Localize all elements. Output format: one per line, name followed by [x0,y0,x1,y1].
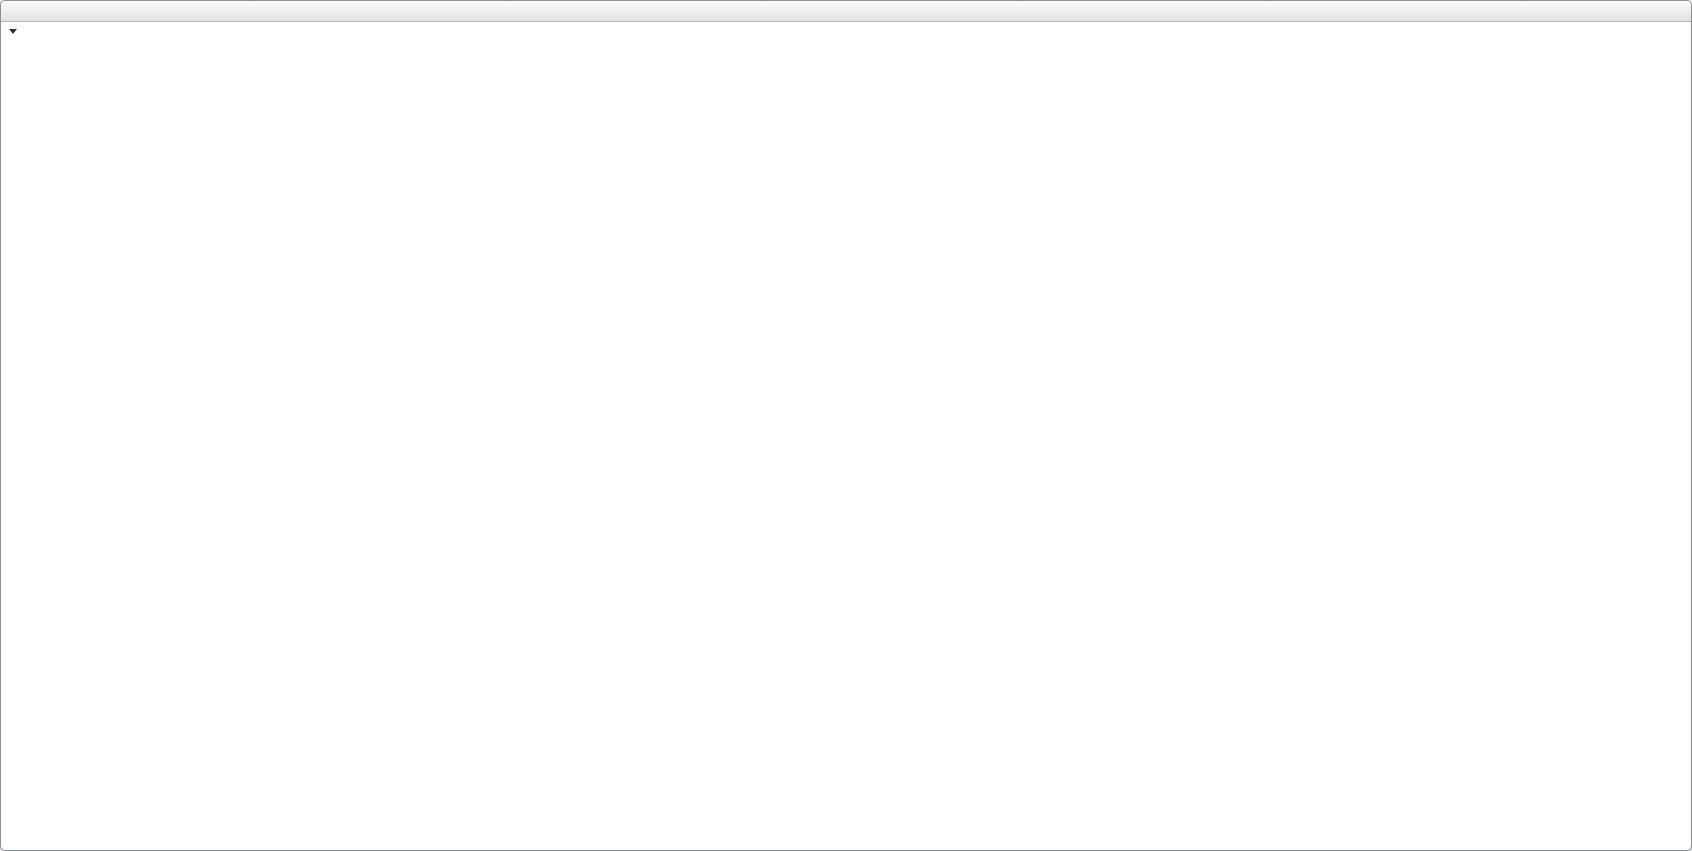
chart-area[interactable] [1,21,1692,851]
symbol-dropdown-icon[interactable] [9,29,17,34]
chart-canvas[interactable] [1,21,1692,851]
toolbar [1,1,1691,22]
chart-title [9,29,27,34]
